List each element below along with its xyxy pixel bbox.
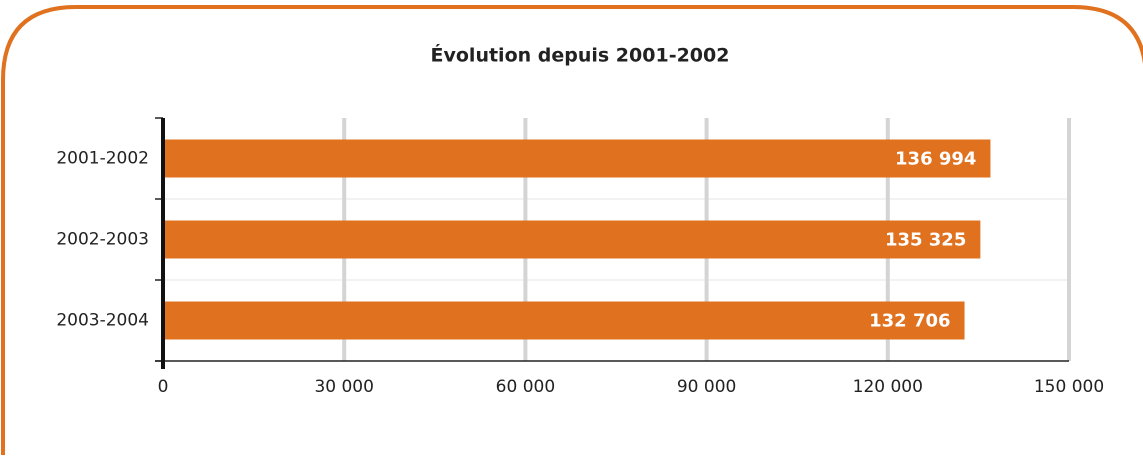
bar [163,301,965,340]
x-tick-label: 60 000 [496,377,555,397]
x-tick-label: 90 000 [677,377,736,397]
chart-title: Évolution depuis 2001-2002 [431,44,730,67]
data-label: 135 325 [885,230,966,251]
data-label: 132 706 [869,311,950,332]
y-tick-label: 2003-2004 [56,311,149,331]
panel-border [1,5,1143,459]
x-tick-label: 120 000 [853,377,923,397]
bar [163,139,991,178]
bar [163,220,981,259]
x-tick-label: 30 000 [314,377,373,397]
data-label: 136 994 [895,149,976,170]
x-tick-label: 0 [158,377,169,397]
x-tick-label: 150 000 [1034,377,1104,397]
y-tick-label: 2002-2003 [56,230,149,250]
y-tick-label: 2001-2002 [56,149,149,169]
